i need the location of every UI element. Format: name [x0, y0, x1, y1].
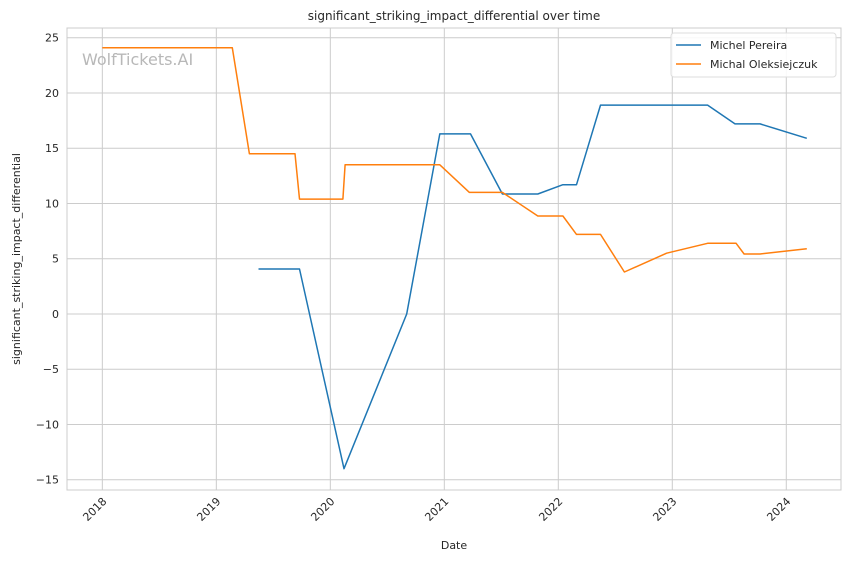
y-tick-label: 10: [45, 197, 59, 210]
x-tick-label: 2021: [422, 495, 451, 524]
x-tick-label: 2018: [80, 495, 109, 524]
x-tick-label: 2022: [536, 495, 565, 524]
y-tick-label: 15: [45, 142, 59, 155]
series-lines: [102, 46, 808, 470]
x-tick-label: 2020: [308, 495, 337, 524]
y-axis-label: significant_striking_impact_differential: [10, 153, 23, 365]
y-tick-label: −15: [36, 474, 59, 487]
x-axis-label: Date: [441, 539, 468, 552]
legend-label-michel-pereira: Michel Pereira: [710, 39, 787, 52]
series-line-michel-pereira: [258, 104, 808, 470]
y-tick-label: 25: [45, 32, 59, 45]
x-tick-label: 2023: [650, 495, 679, 524]
y-tick-label: −5: [43, 363, 59, 376]
ticks: 2018 2019 2020 2021 2022 2023 2024 −15 −10 −5 0 5 10…: [36, 32, 794, 524]
y-tick-label: 0: [52, 308, 59, 321]
x-tick-label: 2024: [764, 495, 793, 524]
series-line-michal-oleksiejczuk: [102, 46, 807, 273]
chart-title: significant_striking_impact_differential…: [308, 9, 600, 23]
y-tick-label: 5: [52, 253, 59, 266]
x-tick-label: 2019: [194, 495, 223, 524]
legend-box: [670, 32, 837, 78]
legend: Michel Pereira Michal Oleksiejczuk: [670, 32, 837, 78]
grid: [67, 28, 841, 490]
y-tick-label: −10: [36, 418, 59, 431]
y-tick-label: 20: [45, 87, 59, 100]
watermark: WolfTickets.AI: [82, 50, 193, 69]
legend-label-michal-oleksiejczuk: Michal Oleksiejczuk: [710, 58, 818, 71]
